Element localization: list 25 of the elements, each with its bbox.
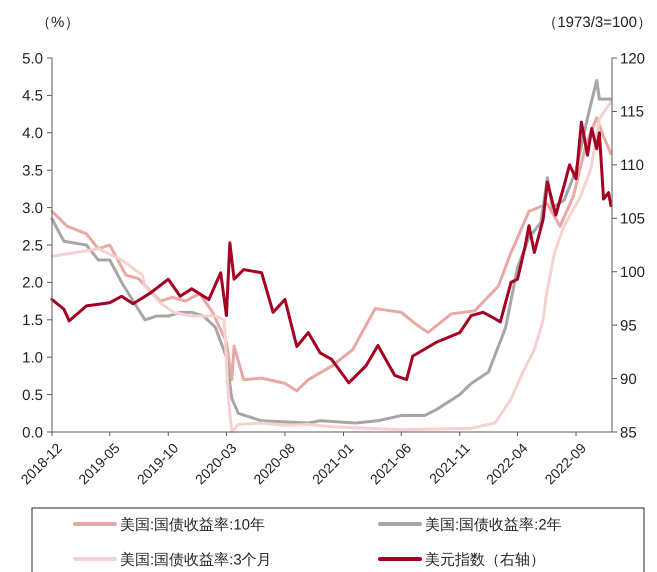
y-tick-label: 2.0 — [22, 274, 43, 292]
y-tick-label: 3.0 — [22, 200, 43, 217]
legend-label: 美国:国债收益率:3个月 — [120, 551, 272, 568]
y-tick-label: 0.5 — [22, 386, 43, 404]
legend-label: 美国:国债收益率:10年 — [120, 516, 266, 534]
y-tick-label: 4.5 — [22, 88, 43, 105]
y-tick-label: 0.0 — [22, 424, 43, 442]
y2-tick-label: 100 — [620, 264, 646, 281]
y-tick-label: 3.5 — [22, 162, 43, 180]
y-tick-label: 1.5 — [22, 312, 43, 330]
y2-tick-label: 85 — [620, 424, 637, 442]
y-tick-label: 2.5 — [22, 237, 43, 254]
y2-tick-label: 105 — [620, 210, 646, 228]
y2-tick-label: 120 — [620, 50, 646, 68]
y-axis-title: （%） — [36, 14, 80, 31]
legend-label: 美元指数（右轴） — [425, 551, 545, 568]
y-tick-label: 1.0 — [22, 349, 43, 366]
y2-tick-label: 115 — [620, 104, 644, 121]
y-tick-label: 4.0 — [22, 125, 43, 142]
y-tick-label: 5.0 — [22, 50, 43, 68]
y2-tick-label: 110 — [620, 157, 644, 174]
y2-tick-label: 90 — [620, 370, 637, 388]
legend-label: 美国:国债收益率:2年 — [425, 516, 562, 534]
y2-axis-title: （1973/3=100） — [542, 14, 652, 31]
y2-tick-label: 95 — [620, 317, 637, 334]
